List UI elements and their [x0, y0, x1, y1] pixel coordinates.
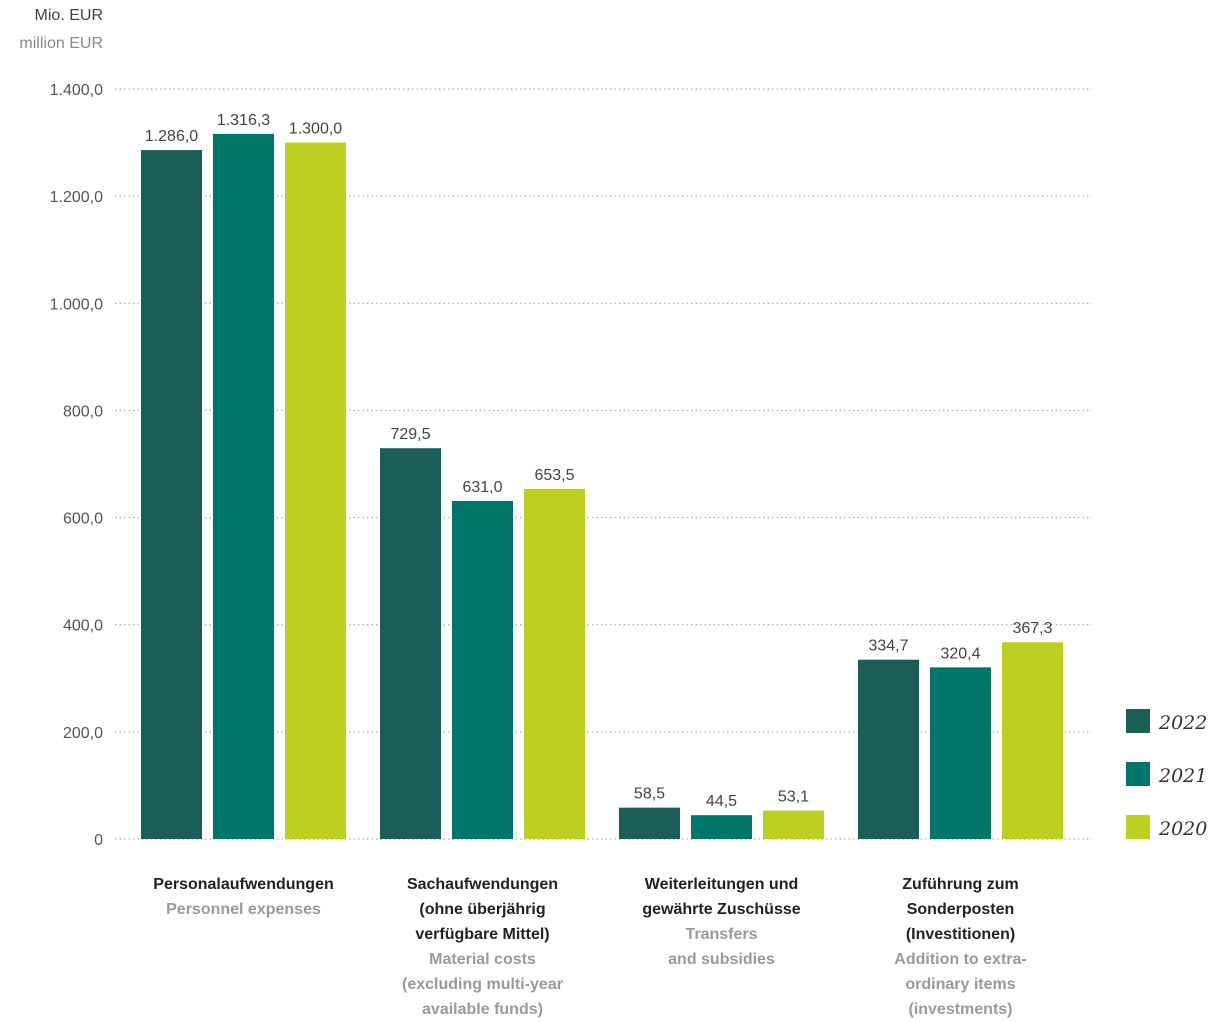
bar-2022-1	[141, 150, 202, 840]
bar-value-label: 653,5	[534, 467, 574, 484]
bar-2021-4	[930, 667, 991, 839]
category-label-german: Weiterleitungen und gewährte Zuschüsse	[642, 876, 801, 918]
y-unit-english: million EUR	[19, 35, 103, 52]
bar-2022-2	[380, 448, 441, 839]
y-tick-label: 800,0	[63, 403, 103, 420]
bar-value-label: 320,4	[940, 645, 980, 662]
bar-2022-3	[619, 807, 680, 839]
legend-swatch-2022	[1126, 709, 1150, 733]
y-unit-german: Mio. EUR	[34, 7, 103, 24]
category-label: Personalaufwendungen Personnel expenses	[139, 872, 349, 922]
legend-swatch-2021	[1126, 762, 1150, 786]
y-tick-label: 1.400,0	[50, 82, 103, 99]
bar-value-label: 53,1	[778, 789, 809, 806]
category-label: Sachaufwendungen (ohne überjährig verfüg…	[378, 872, 588, 1022]
bar-value-label: 367,3	[1012, 620, 1052, 637]
bar-2022-4	[858, 659, 919, 839]
bar-2020-1	[285, 142, 346, 840]
category-label-german: Personalaufwendungen	[153, 876, 334, 893]
category-label-english: Material costs (excluding multi-year ava…	[402, 951, 563, 1018]
y-tick-label: 400,0	[63, 618, 103, 635]
bar-2021-1	[213, 133, 274, 839]
y-tick-label: 0	[94, 832, 103, 849]
category-label-english: Addition to extra- ordinary items (inves…	[894, 951, 1027, 1018]
legend-swatch-2020	[1126, 815, 1150, 839]
category-label-english: Transfers and subsidies	[668, 926, 775, 968]
legend-label-2022: 2022	[1158, 712, 1207, 734]
y-tick-label: 600,0	[63, 511, 103, 528]
category-label-german: Zuführung zum Sonderposten (Investitione…	[902, 876, 1019, 943]
category-label-english: Personnel expenses	[166, 901, 321, 918]
bar-2020-3	[763, 810, 824, 839]
bar-2020-4	[1002, 642, 1063, 839]
bar-2021-3	[691, 815, 752, 839]
bar-2020-2	[524, 488, 585, 839]
bar-value-label: 44,5	[706, 793, 737, 810]
bar-value-label: 1.316,3	[217, 112, 270, 129]
category-label-german: Sachaufwendungen (ohne überjährig verfüg…	[406, 876, 559, 943]
category-label: Zuführung zum Sonderposten (Investitione…	[856, 872, 1066, 1022]
legend-label-2021: 2021	[1158, 765, 1207, 787]
bar-value-label: 631,0	[462, 479, 502, 496]
bar-value-label: 58,5	[634, 786, 665, 803]
bar-value-label: 1.286,0	[145, 128, 198, 145]
y-tick-label: 1.000,0	[50, 296, 103, 313]
bar-value-label: 1.300,0	[289, 121, 342, 138]
y-tick-label: 200,0	[63, 725, 103, 742]
bar-value-label: 729,5	[390, 426, 430, 443]
y-tick-label: 1.200,0	[50, 189, 103, 206]
bar-value-label: 334,7	[868, 638, 908, 655]
bar-2021-2	[452, 500, 513, 839]
legend-label-2020: 2020	[1158, 818, 1207, 840]
category-label: Weiterleitungen und gewährte Zuschüsse Tr…	[617, 872, 827, 972]
